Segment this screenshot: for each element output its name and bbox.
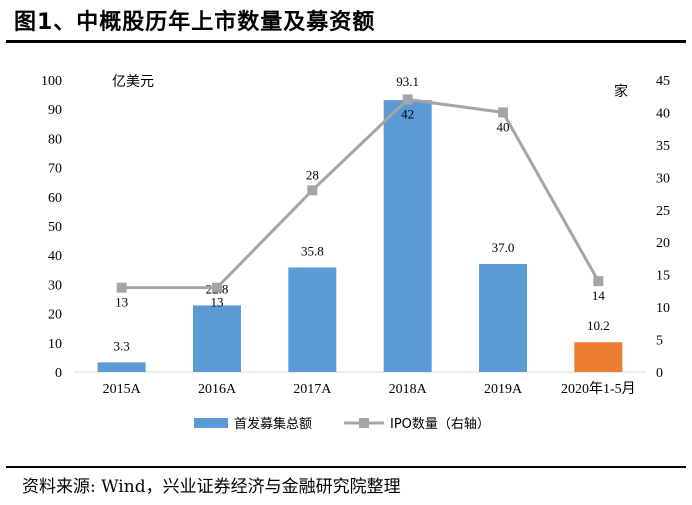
bar-2020年1-5月 [574, 342, 623, 372]
right-tick-label: 45 [656, 74, 670, 89]
right-tick-label: 15 [656, 269, 670, 284]
ipo-count-marker [498, 107, 508, 118]
bar-2015A [97, 362, 146, 372]
category-label: 2017A [293, 382, 332, 397]
bar-value-label: 3.3 [114, 338, 130, 353]
left-tick-label: 20 [48, 308, 62, 323]
legend-line-marker [359, 418, 369, 428]
legend-bar-label: 首发募集总额 [234, 416, 312, 432]
left-tick-label: 70 [48, 162, 62, 177]
left-tick-label: 40 [48, 249, 62, 264]
bar-2017A [288, 267, 337, 372]
left-tick-label: 60 [48, 191, 62, 206]
bar-2019A [479, 263, 527, 372]
category-label: 2019A [484, 382, 523, 397]
legend-line-label: IPO数量（右轴） [390, 417, 490, 432]
chart: 0 10 20 30 40 50 60 70 80 90 100 0 5 10 15 20 25 30 35 40 4… [41, 74, 670, 432]
right-tick-label: 0 [656, 366, 663, 381]
right-tick-label: 20 [656, 236, 670, 251]
category-label: 2020年1-5月 [561, 381, 636, 397]
line-series: 13 13 28 42 40 14 [115, 94, 606, 310]
source-note: 资料来源: Wind，兴业证券经济与金融研究院整理 [22, 477, 401, 497]
bar-value-label: 93.1 [396, 74, 419, 89]
bottom-rule [6, 466, 686, 468]
right-tick-label: 10 [656, 301, 670, 316]
left-tick-label: 50 [48, 220, 62, 235]
bar-2018A [383, 100, 432, 372]
category-label: 2015A [103, 382, 142, 397]
right-tick-label: 25 [656, 204, 670, 219]
ipo-count-label: 42 [401, 106, 414, 121]
ipo-count-label: 14 [592, 288, 606, 303]
ipo-count-marker [402, 94, 413, 105]
left-tick-label: 80 [48, 132, 62, 147]
left-unit-label: 亿美元 [112, 74, 154, 90]
left-axis-ticks: 0 10 20 30 40 50 60 70 80 90 100 [41, 74, 62, 381]
ipo-count-label: 40 [497, 119, 510, 134]
bar-value-label: 10.2 [587, 318, 610, 333]
right-tick-label: 30 [656, 171, 670, 186]
ipo-count-line [121, 97, 600, 290]
bar-value-label: 35.8 [301, 243, 324, 258]
legend-bar-swatch [194, 418, 228, 428]
ipo-count-label: 13 [211, 295, 224, 310]
left-tick-label: 10 [48, 337, 62, 352]
ipo-count-marker [116, 282, 127, 293]
bar-value-label: 37.0 [492, 240, 515, 255]
ipo-count-marker [212, 282, 222, 293]
right-tick-label: 5 [656, 334, 663, 349]
left-tick-label: 30 [48, 278, 62, 293]
right-tick-label: 40 [656, 106, 670, 121]
top-rule [6, 40, 686, 43]
category-labels: 2015A 2016A 2017A 2018A 2019A 2020年1-5月 [103, 381, 636, 397]
ipo-count-marker [593, 276, 604, 287]
legend: 首发募集总额 IPO数量（右轴） [194, 416, 490, 432]
left-tick-label: 100 [41, 74, 62, 89]
ipo-count-label: 28 [306, 167, 319, 182]
bar-series: 3.322.835.893.137.010.2 [97, 74, 623, 372]
ipo-count-marker [307, 185, 318, 196]
bar-2016A [193, 305, 241, 372]
category-label: 2016A [198, 382, 237, 397]
right-axis-ticks: 0 5 10 15 20 25 30 35 40 45 [656, 74, 670, 381]
right-tick-label: 35 [656, 139, 670, 154]
right-unit-label: 家 [614, 83, 628, 100]
figure-title: 图1、中概股历年上市数量及募资额 [14, 10, 376, 35]
ipo-count-label: 13 [115, 295, 128, 310]
left-tick-label: 0 [55, 366, 62, 381]
left-tick-label: 90 [48, 103, 62, 118]
category-label: 2018A [389, 382, 428, 397]
